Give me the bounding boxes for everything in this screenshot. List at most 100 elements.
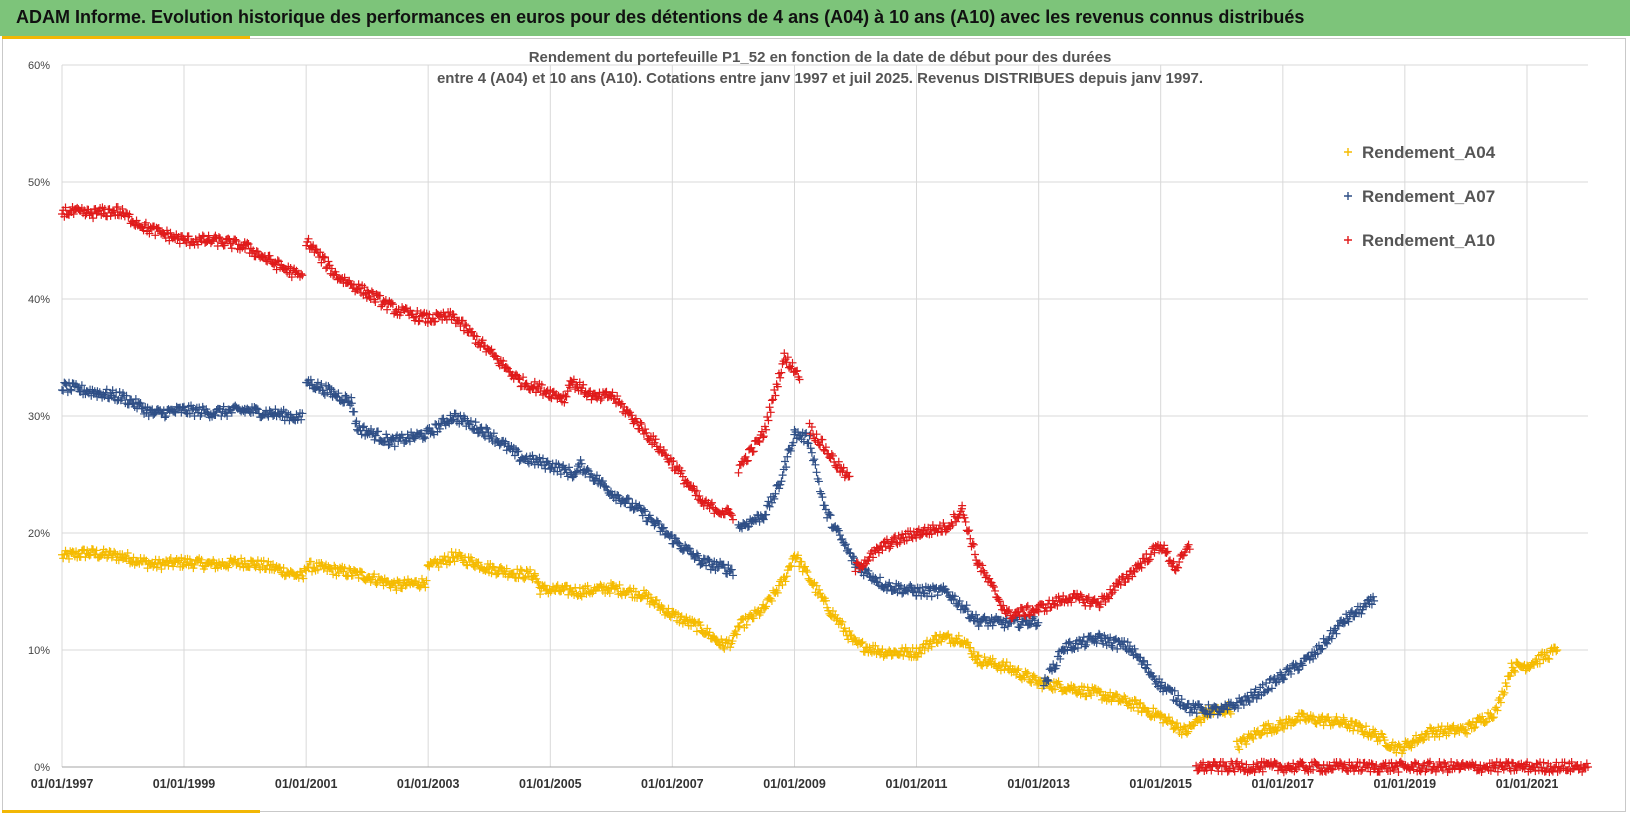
data-point xyxy=(1314,761,1323,770)
data-point xyxy=(219,402,228,411)
data-point xyxy=(1535,659,1544,668)
data-point xyxy=(162,412,171,421)
data-point xyxy=(123,548,132,557)
data-point xyxy=(760,604,769,613)
data-point xyxy=(1370,596,1379,605)
data-point xyxy=(414,317,423,326)
data-point xyxy=(989,582,998,591)
data-point xyxy=(1150,548,1159,557)
data-point xyxy=(297,269,306,278)
data-point xyxy=(1144,556,1153,565)
data-point xyxy=(152,563,161,572)
data-point xyxy=(325,383,334,392)
data-point xyxy=(105,547,114,556)
data-point xyxy=(534,579,543,588)
data-point xyxy=(1392,748,1401,757)
data-point xyxy=(1232,698,1241,707)
data-point xyxy=(406,306,415,315)
data-point xyxy=(1270,673,1279,682)
data-point xyxy=(1180,722,1189,731)
data-point xyxy=(728,571,737,580)
data-point xyxy=(1552,647,1561,656)
data-point xyxy=(367,287,376,296)
data-point xyxy=(474,558,483,567)
data-point xyxy=(1234,704,1243,713)
data-point xyxy=(383,305,392,314)
data-point xyxy=(1272,726,1281,735)
data-point xyxy=(727,565,736,574)
data-point xyxy=(211,410,220,419)
data-point xyxy=(608,388,617,397)
data-point xyxy=(882,586,891,595)
y-tick-label: 0% xyxy=(34,762,50,774)
data-point xyxy=(354,573,363,582)
data-point xyxy=(400,576,409,585)
data-point xyxy=(102,385,111,394)
data-point xyxy=(495,441,504,450)
data-point xyxy=(685,544,694,553)
data-point xyxy=(1294,666,1303,675)
data-point xyxy=(821,443,830,452)
data-point xyxy=(323,388,332,397)
data-point xyxy=(1120,692,1129,701)
data-point xyxy=(537,380,546,389)
data-point xyxy=(612,496,621,505)
data-point xyxy=(709,631,718,640)
legend-item-rendement-a10: Rendement_A10 xyxy=(1344,231,1495,250)
data-point xyxy=(979,566,988,575)
data-point xyxy=(1318,644,1327,653)
data-point xyxy=(871,641,880,650)
data-point xyxy=(988,621,997,630)
data-point xyxy=(1357,609,1366,618)
title-banner: ADAM Informe. Evolution historique des p… xyxy=(0,0,1630,36)
data-point xyxy=(350,407,359,416)
data-point xyxy=(1438,766,1447,775)
data-point xyxy=(1029,671,1038,680)
accent-bar-top xyxy=(2,36,250,39)
data-point xyxy=(1170,724,1179,733)
data-point xyxy=(392,586,401,595)
data-point xyxy=(886,582,895,591)
data-point xyxy=(906,581,915,590)
data-point xyxy=(1070,645,1079,654)
data-point xyxy=(907,532,916,541)
data-point xyxy=(1387,758,1396,767)
data-point xyxy=(845,626,854,635)
data-point xyxy=(529,383,538,392)
data-point xyxy=(596,396,605,405)
data-point xyxy=(461,320,470,329)
data-point xyxy=(629,505,638,514)
data-point xyxy=(377,302,386,311)
data-point xyxy=(1488,714,1497,723)
data-point xyxy=(755,437,764,446)
data-point xyxy=(662,451,671,460)
data-point xyxy=(759,515,768,524)
data-point xyxy=(933,591,942,600)
data-point xyxy=(952,517,961,526)
data-point xyxy=(981,573,990,582)
data-point xyxy=(1546,762,1555,771)
data-point xyxy=(370,570,379,579)
data-point xyxy=(754,437,763,446)
data-point xyxy=(1502,682,1511,691)
data-point xyxy=(601,388,610,397)
data-point xyxy=(950,592,959,601)
data-point xyxy=(690,617,699,626)
data-point xyxy=(334,389,343,398)
data-point xyxy=(749,447,758,456)
data-point xyxy=(358,568,367,577)
data-point xyxy=(1022,669,1031,678)
data-point xyxy=(1083,637,1092,646)
data-point xyxy=(1258,680,1267,689)
data-point xyxy=(1014,665,1023,674)
data-point xyxy=(624,494,633,503)
data-point xyxy=(1245,698,1254,707)
data-point xyxy=(1067,598,1076,607)
data-point xyxy=(651,435,660,444)
data-point xyxy=(643,594,652,603)
data-point xyxy=(1177,695,1186,704)
data-point xyxy=(299,574,308,583)
data-point xyxy=(694,551,703,560)
data-point xyxy=(297,568,306,577)
